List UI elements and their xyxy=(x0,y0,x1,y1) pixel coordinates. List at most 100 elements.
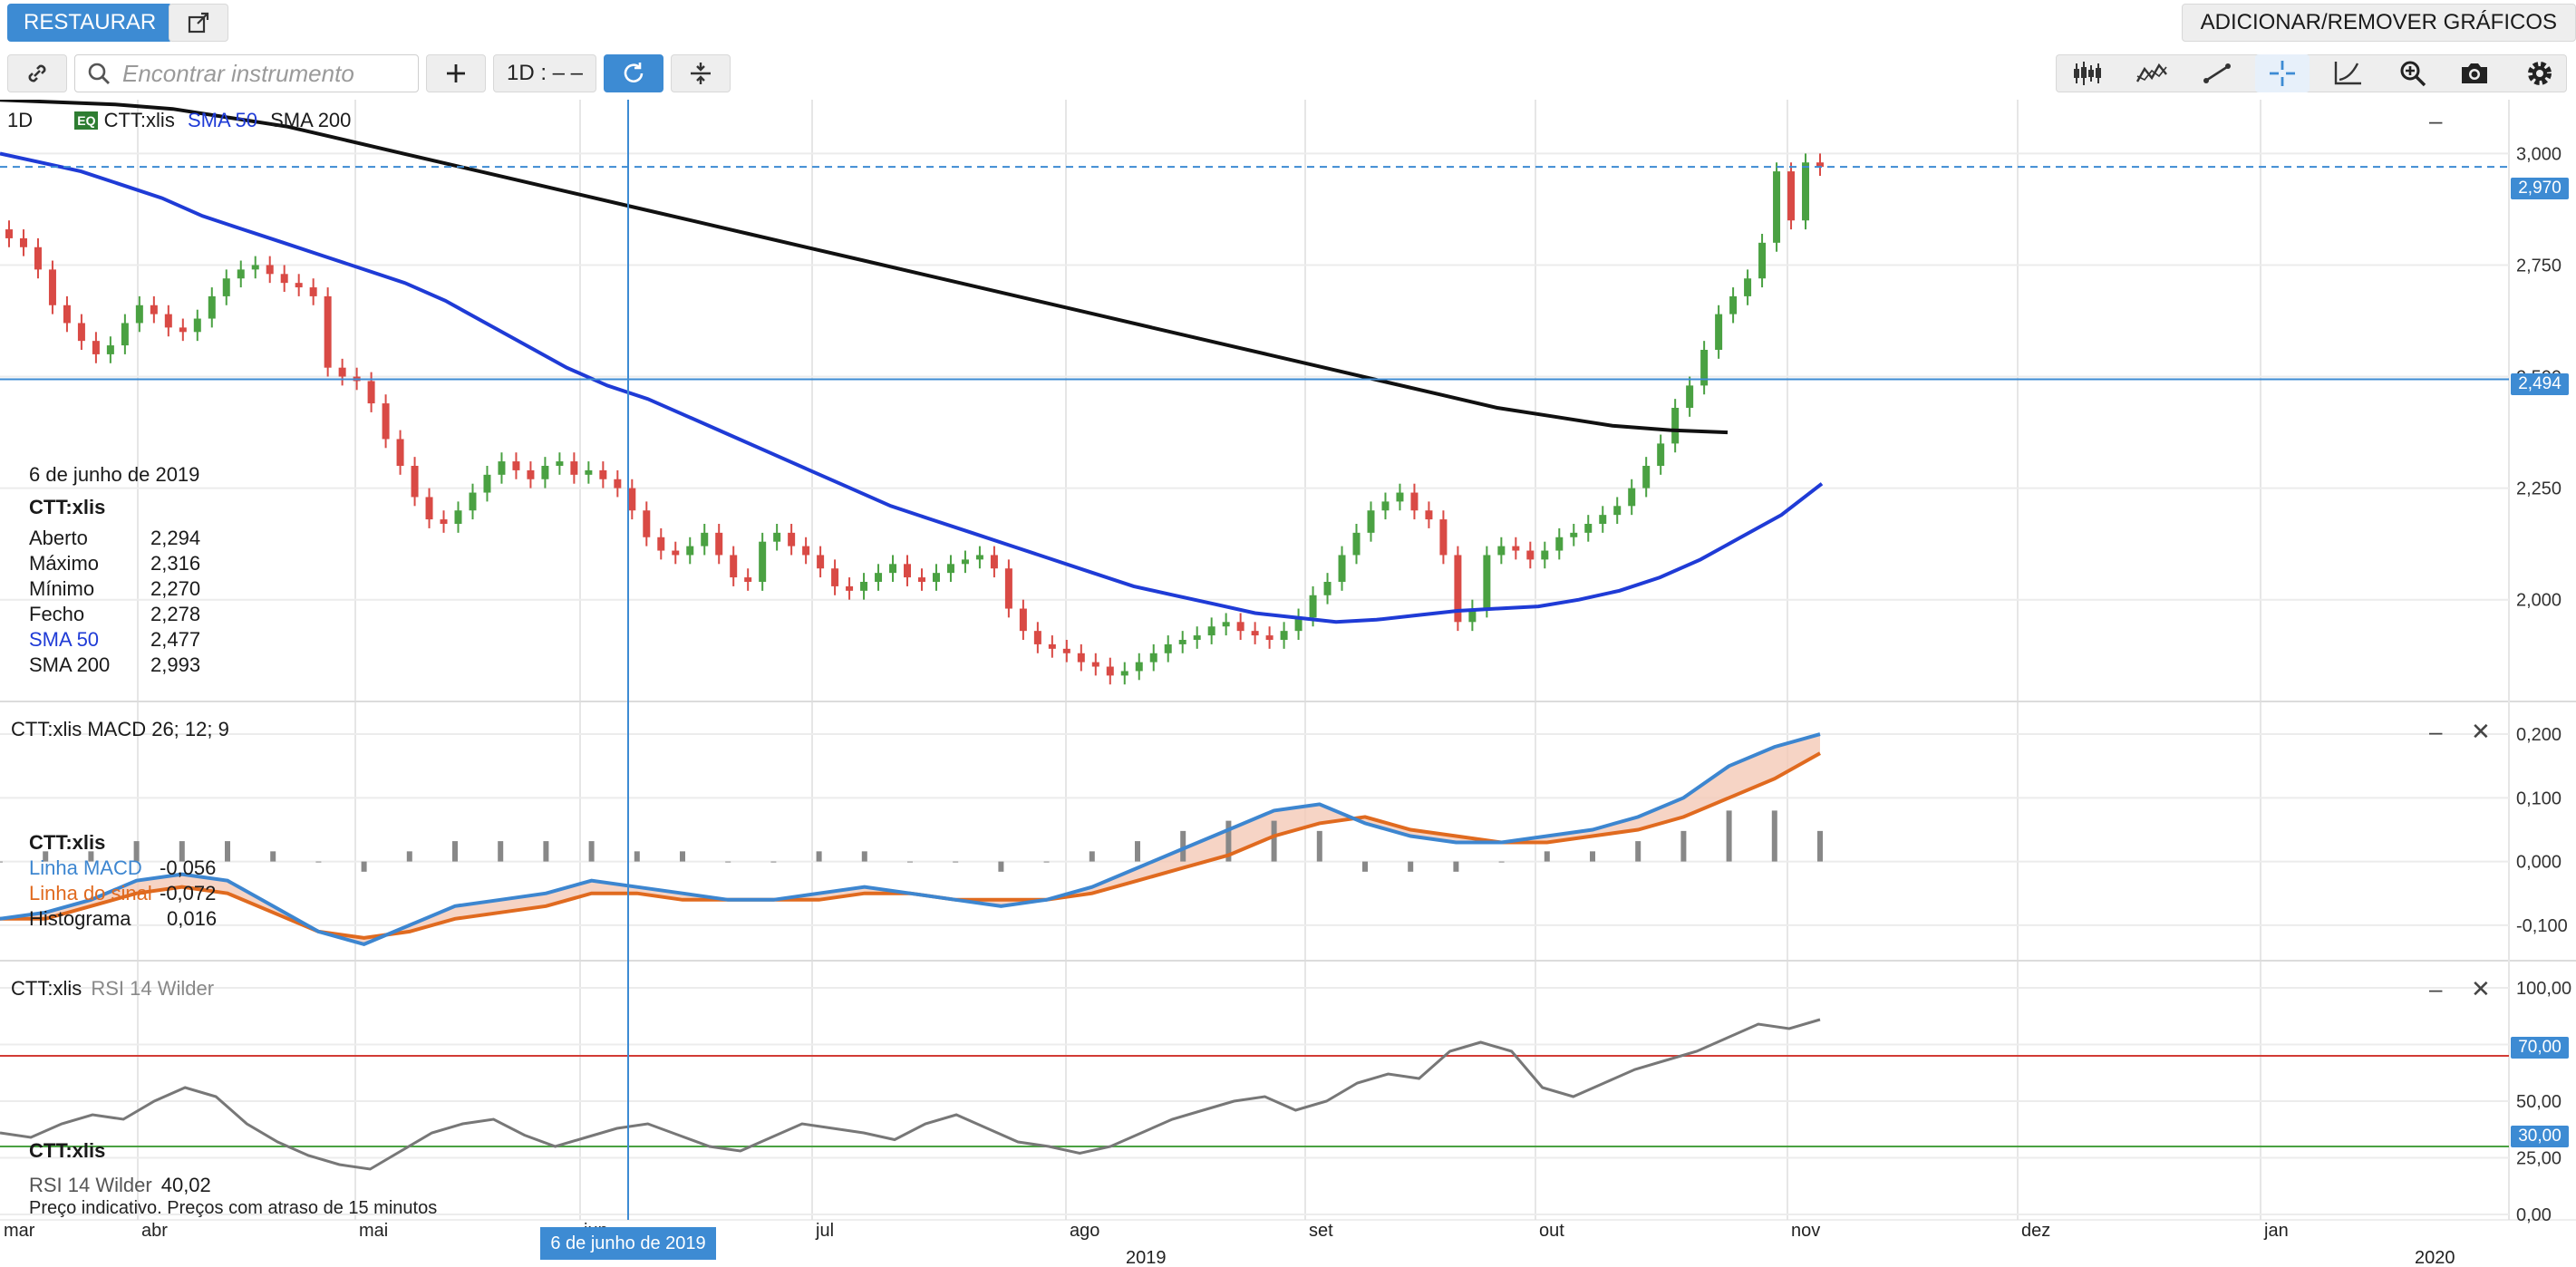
candle-body xyxy=(425,497,433,520)
sma50-legend[interactable]: SMA 50 xyxy=(187,109,257,131)
macd-line xyxy=(0,732,1821,947)
histogram-bar xyxy=(680,851,685,862)
candle-body xyxy=(1120,671,1128,676)
candlestick-icon xyxy=(2074,62,2101,85)
candle-body xyxy=(106,345,114,354)
histogram-bar xyxy=(1316,830,1322,862)
candle-body xyxy=(512,461,520,470)
histogram-bar xyxy=(452,841,458,862)
histogram-bar xyxy=(1135,841,1140,862)
snapshot-button[interactable] xyxy=(2447,54,2502,92)
axis-settings-button[interactable] xyxy=(2320,54,2375,92)
macd-title: CTT:xlis MACD 26; 12; 9 xyxy=(11,718,229,740)
candle-body xyxy=(1338,555,1346,582)
macd-close-icon[interactable]: ✕ xyxy=(2471,718,2491,745)
histogram-bar xyxy=(270,851,276,862)
search-input[interactable] xyxy=(121,58,396,89)
macd-axis-label: -0,100 xyxy=(2516,916,2568,936)
month-label: out xyxy=(1539,1221,1564,1241)
candle-body xyxy=(324,295,332,368)
candle-body xyxy=(946,564,954,574)
add-remove-charts-button[interactable]: ADICIONAR/REMOVER GRÁFICOS xyxy=(2181,4,2576,42)
rsi-line xyxy=(0,1018,1821,1171)
indicators-button[interactable] xyxy=(2125,54,2179,92)
histogram-bar xyxy=(1817,830,1823,862)
macd-row: Linha do sinal -0,072 xyxy=(29,882,217,904)
candle-body xyxy=(121,323,129,346)
candle-body xyxy=(860,582,868,591)
candle-body xyxy=(1294,617,1303,632)
histogram-bar xyxy=(1180,830,1186,862)
candle-body xyxy=(527,469,535,479)
gear-icon xyxy=(2528,62,2552,85)
interval-selector[interactable]: 1D : – – xyxy=(493,54,596,92)
candle-body xyxy=(875,573,883,582)
histogram-bar xyxy=(816,851,822,862)
candle-body xyxy=(802,546,810,556)
sma200-legend[interactable]: SMA 200 xyxy=(270,109,352,131)
refresh-button[interactable] xyxy=(604,54,663,92)
zoom-in-icon xyxy=(2400,61,2426,87)
crosshair-price-tag: 2,494 xyxy=(2511,373,2569,395)
zoom-button[interactable] xyxy=(2386,54,2440,92)
candle-body xyxy=(1657,443,1665,466)
candle-body xyxy=(1323,582,1332,595)
candle-body xyxy=(1642,466,1651,488)
histogram-bar xyxy=(1408,861,1414,872)
candle-body xyxy=(1468,608,1477,623)
candle-body xyxy=(961,559,969,565)
histogram-bar xyxy=(1453,861,1459,872)
stock-chart[interactable]: marabrmaijunjulagosetoutnovdezjan2019202… xyxy=(0,100,2576,1267)
candle-body xyxy=(686,546,694,556)
rsi-close-icon[interactable]: ✕ xyxy=(2471,975,2491,1002)
rsi-axis-label: 25,00 xyxy=(2516,1149,2561,1169)
candle-body xyxy=(1715,314,1723,350)
price-axis-label: 3,000 xyxy=(2516,144,2561,164)
histogram-bar xyxy=(1089,851,1095,862)
rsi-tooltip: CTT:xlis RSI 14 Wilder 40,02 xyxy=(29,1138,211,1198)
price-tooltip: 6 de junho de 2019 CTT:xlis Aberto 2,294 … xyxy=(29,462,200,678)
candle-body xyxy=(164,314,172,328)
candle-style-button[interactable] xyxy=(2059,54,2114,92)
add-instrument-button[interactable] xyxy=(426,54,486,92)
settings-button[interactable] xyxy=(2513,54,2567,92)
instrument-search[interactable] xyxy=(74,54,419,92)
histogram-bar xyxy=(1726,810,1732,862)
month-label: dez xyxy=(2021,1221,2050,1241)
candle-body xyxy=(1367,510,1375,533)
histogram-bar xyxy=(588,841,595,862)
month-label: set xyxy=(1309,1221,1333,1241)
candle-body xyxy=(1106,666,1114,676)
candle-body xyxy=(701,532,709,546)
histogram-bar xyxy=(861,851,867,862)
restore-button[interactable]: RESTAURAR xyxy=(7,4,173,42)
month-label: abr xyxy=(141,1221,168,1241)
candle-body xyxy=(643,510,651,537)
crosshair-date-tag: 6 de junho de 2019 xyxy=(540,1227,716,1260)
candle-body xyxy=(1526,550,1535,560)
link-button[interactable] xyxy=(7,54,67,92)
trendline-icon xyxy=(2203,63,2231,83)
macd-minimize[interactable]: – xyxy=(2429,718,2443,745)
candle-body xyxy=(1207,626,1215,636)
split-arrows-icon xyxy=(691,63,711,84)
candle-body xyxy=(1352,532,1361,556)
candle-body xyxy=(975,555,983,560)
rsi-minimize[interactable]: – xyxy=(2429,975,2443,1002)
candle-body xyxy=(1628,488,1636,507)
popout-button[interactable] xyxy=(169,4,228,42)
delay-footnote: Preço indicativo. Preços com atraso de 1… xyxy=(29,1198,438,1218)
crosshair-button[interactable] xyxy=(2255,54,2310,92)
histogram-bar xyxy=(1043,861,1050,863)
trendline-button[interactable] xyxy=(2190,54,2244,92)
candle-body xyxy=(266,265,274,275)
candle-body xyxy=(1439,519,1448,556)
candle-body xyxy=(1816,162,1824,168)
candle-body xyxy=(34,247,42,270)
tooltip-row: SMA 50 2,477 xyxy=(29,628,201,651)
compare-toggle-button[interactable] xyxy=(671,54,731,92)
candle-body xyxy=(280,274,288,284)
histogram-bar xyxy=(998,861,1004,872)
candle-body xyxy=(556,461,564,466)
price-pane-minimize[interactable]: – xyxy=(2429,107,2443,134)
